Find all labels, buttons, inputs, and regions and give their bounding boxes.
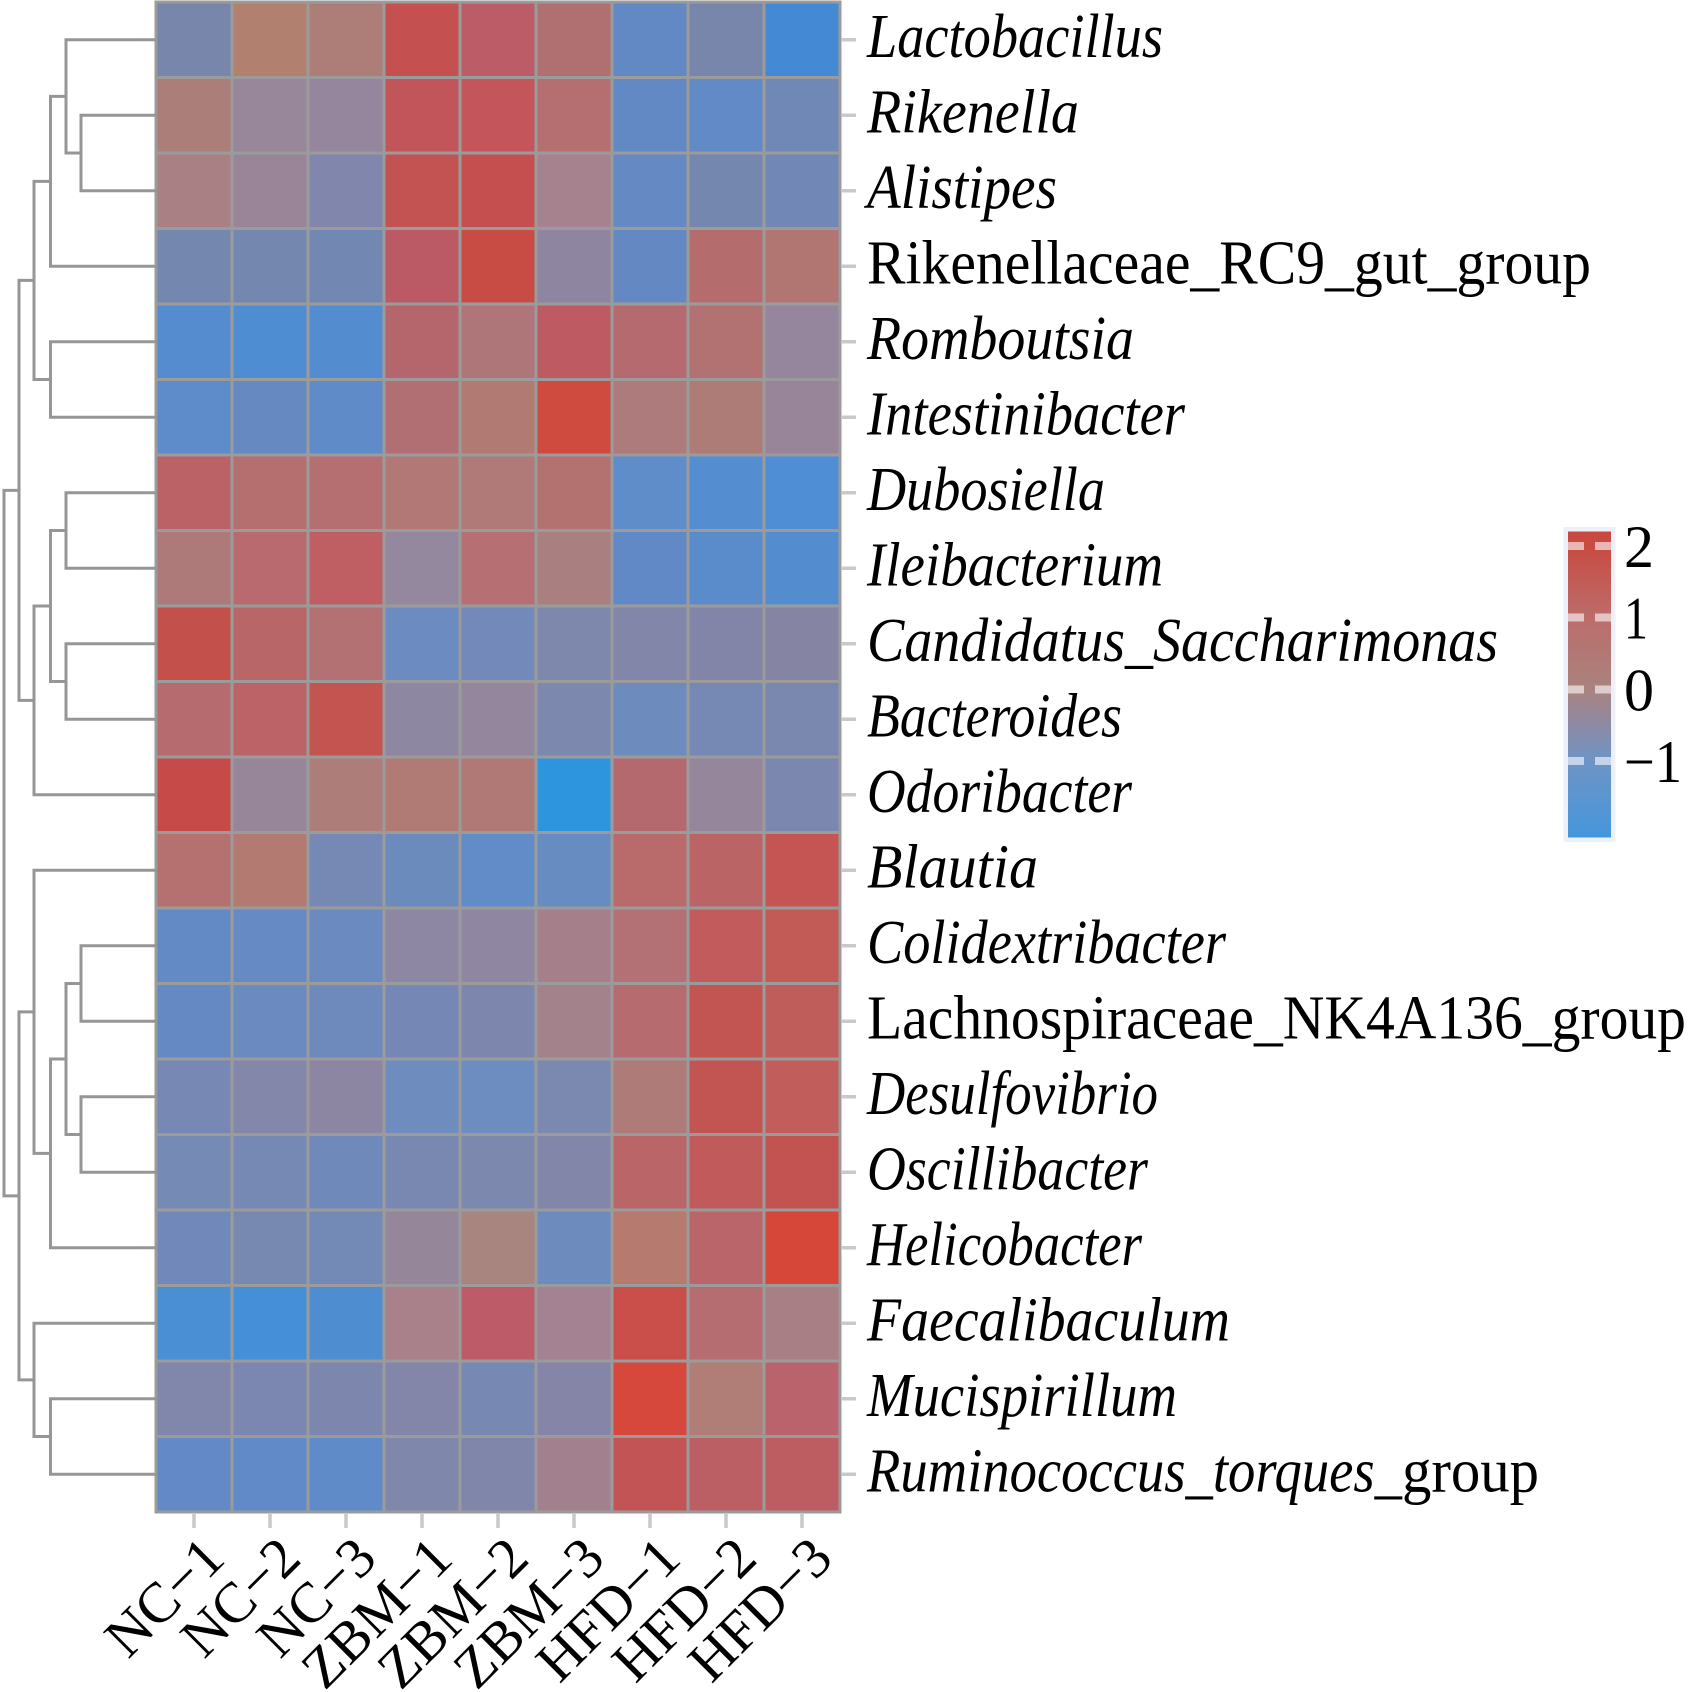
svg-text:Colidextribacter: Colidextribacter (867, 909, 1227, 977)
svg-text:Dubosiella: Dubosiella (866, 456, 1105, 524)
svg-text:0: 0 (1624, 658, 1654, 724)
svg-text:Intestinibacter: Intestinibacter (866, 380, 1186, 448)
svg-text:Blautia: Blautia (867, 833, 1038, 901)
svg-text:Faecalibaculum: Faecalibaculum (866, 1286, 1230, 1354)
svg-text:Rikenella: Rikenella (866, 78, 1079, 146)
svg-text:Rikenellaceae_RC9_gut_group: Rikenellaceae_RC9_gut_group (867, 229, 1591, 297)
svg-text:Lachnospiraceae_NK4A136_group: Lachnospiraceae_NK4A136_group (867, 984, 1686, 1052)
svg-text:Odoribacter: Odoribacter (867, 758, 1133, 826)
svg-text:Candidatus_Saccharimonas: Candidatus_Saccharimonas (867, 607, 1498, 675)
svg-text:Ruminococcus_torques_group: Ruminococcus_torques_group (866, 1437, 1539, 1505)
svg-text:Mucispirillum: Mucispirillum (866, 1362, 1177, 1430)
svg-text:Oscillibacter: Oscillibacter (867, 1135, 1149, 1203)
svg-text:1: 1 (1624, 586, 1648, 652)
svg-text:2: 2 (1624, 514, 1654, 580)
svg-text:Alistipes: Alistipes (863, 154, 1057, 222)
svg-text:Helicobacter: Helicobacter (866, 1211, 1143, 1279)
svg-text:Lactobacillus: Lactobacillus (866, 3, 1163, 71)
svg-text:Ileibacterium: Ileibacterium (866, 531, 1163, 599)
svg-text:−1: −1 (1624, 729, 1682, 795)
svg-text:Desulfovibrio: Desulfovibrio (866, 1060, 1158, 1128)
svg-text:Bacteroides: Bacteroides (867, 682, 1122, 750)
svg-text:Romboutsia: Romboutsia (866, 305, 1134, 373)
